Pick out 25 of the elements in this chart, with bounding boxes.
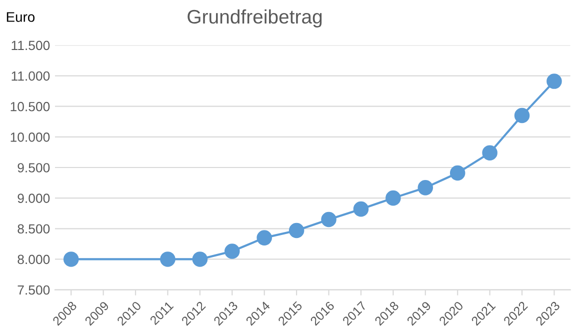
y-tick-label: 10.500 bbox=[10, 102, 50, 112]
point bbox=[256, 230, 272, 246]
y-axis-title: Euro bbox=[6, 12, 35, 22]
y-tick-label: 11.000 bbox=[12, 71, 50, 81]
point bbox=[353, 201, 369, 217]
y-tick-label: 8.000 bbox=[18, 254, 50, 264]
point bbox=[482, 145, 498, 160]
point bbox=[321, 212, 336, 228]
point bbox=[224, 244, 240, 259]
point bbox=[418, 180, 434, 196]
chart-title: Grundfreibetrag bbox=[188, 9, 322, 28]
point bbox=[160, 252, 176, 267]
point bbox=[192, 252, 208, 267]
point bbox=[288, 222, 304, 238]
y-tick-label: 11.500 bbox=[12, 40, 50, 50]
y-tick-label: 10.000 bbox=[10, 132, 50, 142]
point bbox=[514, 108, 530, 124]
y-tick-label: 9.000 bbox=[18, 194, 50, 203]
point bbox=[63, 252, 79, 267]
point bbox=[386, 190, 401, 206]
y-tick-label: 7.500 bbox=[18, 285, 50, 295]
point bbox=[450, 165, 466, 181]
y-tick-label: 8.500 bbox=[18, 224, 50, 234]
point bbox=[546, 74, 562, 89]
y-tick-label: 9.500 bbox=[18, 163, 50, 172]
